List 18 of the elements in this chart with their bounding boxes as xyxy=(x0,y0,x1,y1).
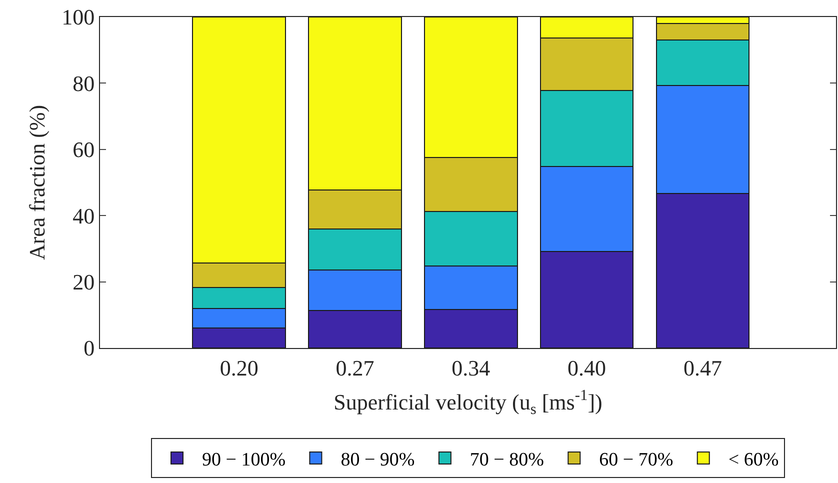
legend-label: 90 − 100% xyxy=(202,449,286,470)
y-tick-label: 40 xyxy=(72,203,95,228)
legend-label: 70 − 80% xyxy=(470,449,544,470)
x-axis-title: Superficial velocity (u$_{s}$ [ms$^{-1}$]) xyxy=(334,387,602,418)
y-tick-label: 80 xyxy=(72,70,95,96)
legend-label: 80 − 90% xyxy=(340,449,415,470)
x-tick-label: 0.34 xyxy=(452,355,490,380)
legend-label: 60 − 70% xyxy=(599,449,674,470)
legend-label: < 60% xyxy=(728,449,779,470)
y-tick-label: 100 xyxy=(62,4,95,30)
y-tick-label: 20 xyxy=(72,270,95,294)
x-tick-label: 0.27 xyxy=(336,355,374,380)
y-axis-title: Area fraction (%) xyxy=(24,104,50,260)
y-tick-label: 60 xyxy=(72,137,95,162)
x-tick-label: 0.20 xyxy=(220,355,258,380)
y-tick-label: 0 xyxy=(84,336,95,361)
x-tick-label: 0.40 xyxy=(568,355,606,380)
x-tick-label: 0.47 xyxy=(683,355,722,380)
